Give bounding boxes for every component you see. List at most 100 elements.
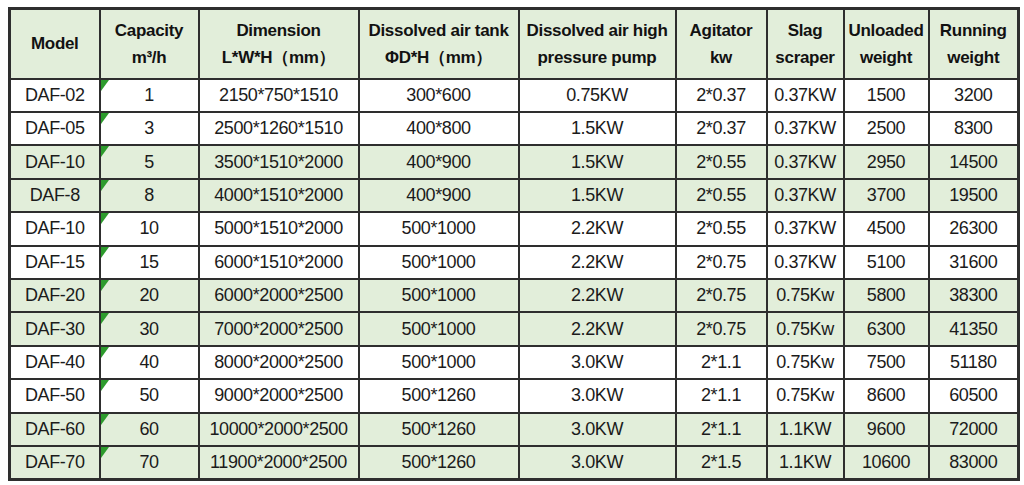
cell-dimension: 2150*750*1510 [199,79,359,112]
col-header-unloaded-weight: Unloaded weight [844,9,929,79]
cell-agitator: 2*0.55 [676,179,767,212]
cell-agitator: 2*0.37 [676,79,767,112]
cell-capacity: 5 [100,145,199,178]
cell-dimension: 11900*2000*2500 [199,446,359,480]
cell-agitator: 2*1.1 [676,346,767,379]
daf-specification-page: Model Capacity m³/h Dimension L*W*H（mm） … [0,0,1024,485]
col-header-running-weight: Running weight [929,9,1019,79]
cell-dimension: 4000*1510*2000 [199,179,359,212]
cell-pressure-pump: 2.2KW [519,246,676,279]
col-header-agitator: Agitator kw [676,9,767,79]
cell-slag-scraper: 0.37KW [767,112,844,145]
number-stored-as-text-indicator-icon [101,247,109,258]
cell-dimension: 8000*2000*2500 [199,346,359,379]
cell-dissolved-air-tank: 500*1260 [359,446,519,480]
cell-unloaded-weight: 9600 [844,413,929,446]
cell-model: DAF-30 [10,312,100,345]
cell-dimension: 2500*1260*1510 [199,112,359,145]
header-label: weight [932,44,1016,71]
cell-capacity: 20 [100,279,199,312]
header-label: Dissolved air high [522,17,673,44]
capacity-value: 10 [139,218,158,238]
cell-unloaded-weight: 6300 [844,312,929,345]
number-stored-as-text-indicator-icon [101,414,109,425]
cell-running-weight: 8300 [929,112,1019,145]
table-row: DAF-60 60 10000*2000*2500 500*1260 3.0KW… [10,413,1019,446]
cell-model: DAF-60 [10,413,100,446]
cell-dissolved-air-tank: 500*1000 [359,212,519,245]
cell-agitator: 2*0.75 [676,279,767,312]
cell-agitator: 2*0.55 [676,212,767,245]
col-header-pressure-pump: Dissolved air high pressure pump [519,9,676,79]
cell-slag-scraper: 0.37KW [767,145,844,178]
cell-pressure-pump: 1.5KW [519,179,676,212]
header-label: Dissolved air tank [362,17,516,44]
col-header-model: Model [10,9,100,79]
capacity-value: 40 [139,352,158,372]
cell-dissolved-air-tank: 500*1260 [359,413,519,446]
header-label: Capacity [103,17,196,44]
table-row: DAF-05 3 2500*1260*1510 400*800 1.5KW 2*… [10,112,1019,145]
cell-pressure-pump: 3.0KW [519,446,676,480]
number-stored-as-text-indicator-icon [101,146,109,157]
cell-pressure-pump: 1.5KW [519,145,676,178]
cell-model: DAF-15 [10,246,100,279]
header-label: pressure pump [522,44,673,71]
cell-unloaded-weight: 5800 [844,279,929,312]
cell-model: DAF-10 [10,145,100,178]
header-label: Slag [770,17,841,44]
capacity-value: 50 [139,385,158,405]
cell-capacity: 30 [100,312,199,345]
cell-unloaded-weight: 4500 [844,212,929,245]
cell-model: DAF-02 [10,79,100,112]
cell-dimension: 6000*2000*2500 [199,279,359,312]
number-stored-as-text-indicator-icon [101,113,109,124]
cell-model: DAF-40 [10,346,100,379]
cell-capacity: 8 [100,179,199,212]
number-stored-as-text-indicator-icon [101,180,109,191]
header-unit: ΦD*H（mm） [362,44,516,71]
cell-dissolved-air-tank: 400*900 [359,145,519,178]
cell-running-weight: 3200 [929,79,1019,112]
capacity-value: 5 [144,152,154,172]
cell-capacity: 1 [100,79,199,112]
cell-unloaded-weight: 2500 [844,112,929,145]
cell-agitator: 2*0.75 [676,312,767,345]
cell-model: DAF-8 [10,179,100,212]
header-label: Agitator [679,17,764,44]
cell-pressure-pump: 2.2KW [519,279,676,312]
cell-model: DAF-05 [10,112,100,145]
capacity-value: 8 [144,185,154,205]
cell-pressure-pump: 3.0KW [519,379,676,412]
cell-slag-scraper: 1.1KW [767,446,844,480]
cell-slag-scraper: 0.75Kw [767,279,844,312]
cell-dimension: 7000*2000*2500 [199,312,359,345]
header-row: Model Capacity m³/h Dimension L*W*H（mm） … [10,9,1019,79]
cell-dissolved-air-tank: 400*800 [359,112,519,145]
cell-dissolved-air-tank: 500*1000 [359,279,519,312]
cell-capacity: 3 [100,112,199,145]
cell-capacity: 50 [100,379,199,412]
cell-running-weight: 38300 [929,279,1019,312]
number-stored-as-text-indicator-icon [101,80,109,91]
number-stored-as-text-indicator-icon [101,213,109,224]
capacity-value: 60 [139,419,158,439]
number-stored-as-text-indicator-icon [101,380,109,391]
table-row: DAF-15 15 6000*1510*2000 500*1000 2.2KW … [10,246,1019,279]
cell-dissolved-air-tank: 500*1260 [359,379,519,412]
cell-slag-scraper: 0.37KW [767,79,844,112]
cell-slag-scraper: 0.75Kw [767,379,844,412]
number-stored-as-text-indicator-icon [101,447,109,458]
col-header-slag-scraper: Slag scraper [767,9,844,79]
cell-unloaded-weight: 10600 [844,446,929,480]
table-row: DAF-02 1 2150*750*1510 300*600 0.75KW 2*… [10,79,1019,112]
cell-capacity: 10 [100,212,199,245]
table-row: DAF-20 20 6000*2000*2500 500*1000 2.2KW … [10,279,1019,312]
cell-pressure-pump: 3.0KW [519,346,676,379]
header-label: Running [932,17,1016,44]
cell-pressure-pump: 1.5KW [519,112,676,145]
cell-dimension: 6000*1510*2000 [199,246,359,279]
cell-dissolved-air-tank: 500*1000 [359,346,519,379]
cell-running-weight: 19500 [929,179,1019,212]
cell-dimension: 3500*1510*2000 [199,145,359,178]
